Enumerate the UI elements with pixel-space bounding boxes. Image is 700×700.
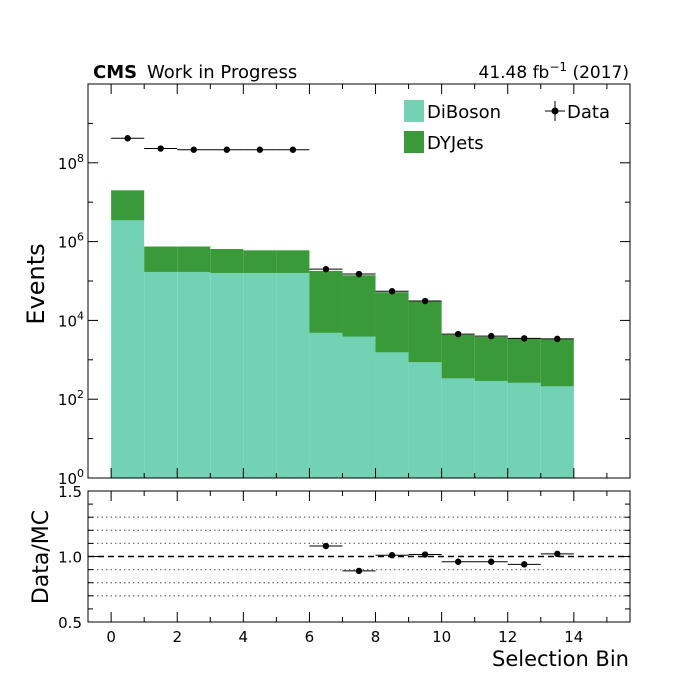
lumi-exponent: −1 xyxy=(549,60,567,74)
ratio-point xyxy=(388,551,396,559)
data-point xyxy=(322,265,330,273)
x-tick-label: 6 xyxy=(305,628,315,646)
x-axis-title: Selection Bin xyxy=(492,647,629,671)
diboson-bar xyxy=(177,271,211,478)
dyjets-bar xyxy=(177,246,211,272)
data-point xyxy=(124,135,131,142)
ratio-point xyxy=(322,542,330,550)
x-tick-label: 12 xyxy=(498,628,517,646)
legend-swatch-diboson xyxy=(404,100,424,122)
data-point xyxy=(289,146,297,153)
legend-label-data: Data xyxy=(567,102,610,123)
status-label: Work in Progress xyxy=(147,62,297,83)
data-point xyxy=(355,270,363,278)
y-tick-label: 108 xyxy=(58,152,84,173)
dyjets-bar xyxy=(210,248,244,273)
diboson-bar xyxy=(441,377,475,478)
x-tick-label: 2 xyxy=(172,628,182,646)
dyjets-bar xyxy=(375,292,409,353)
data-point xyxy=(256,146,264,153)
x-tick-label: 8 xyxy=(371,628,381,646)
diboson-bar xyxy=(144,271,178,478)
data-point xyxy=(421,297,429,305)
diboson-bar xyxy=(540,385,574,478)
ratio-point xyxy=(487,558,495,565)
legend-data-marker xyxy=(551,107,559,115)
ratio-point xyxy=(521,561,528,568)
dyjets-bar xyxy=(111,190,145,221)
dyjets-bar xyxy=(441,334,475,379)
y-tick-label: 104 xyxy=(58,309,84,330)
dyjets-bar xyxy=(276,250,310,273)
data-points xyxy=(111,135,574,343)
ratio-point xyxy=(421,551,429,558)
ratio-axis-ticks: 0 2 4 6 8 10 12 14 0.5 1.0 1.5 xyxy=(58,483,630,646)
y-tick-label: 100 xyxy=(58,467,84,488)
diboson-bar xyxy=(342,336,376,478)
data-point xyxy=(190,146,197,153)
data-point xyxy=(487,332,495,340)
x-tick-label: 10 xyxy=(432,628,451,646)
ratio-y-tick-label: 0.5 xyxy=(58,614,82,632)
ratio-y-tick-label: 1.5 xyxy=(58,483,82,501)
dyjets-bar xyxy=(243,250,277,273)
diboson-bar xyxy=(309,332,343,478)
dyjets-bar xyxy=(408,301,442,363)
x-tick-label: 4 xyxy=(239,628,249,646)
legend-label-diboson: DiBoson xyxy=(427,102,501,123)
legend: DiBoson DYJets Data xyxy=(404,100,610,154)
data-point xyxy=(157,145,164,152)
diboson-bar xyxy=(210,272,244,478)
y-tick-label: 106 xyxy=(58,231,84,252)
ratio-y-axis-title: Data/MC xyxy=(29,510,54,604)
diboson-bar xyxy=(111,219,145,478)
data-point xyxy=(454,330,462,338)
x-tick-label: 0 xyxy=(106,628,116,646)
diboson-bar xyxy=(408,361,442,478)
ratio-point xyxy=(554,550,561,558)
main-panel: 100 102 104 106 108 Events CMS Work in Progr… xyxy=(22,60,631,488)
x-tick-label: 14 xyxy=(564,628,583,646)
legend-label-dyjets: DYJets xyxy=(427,133,484,154)
diboson-bar xyxy=(507,382,541,478)
ratio-point xyxy=(454,558,462,565)
ratio-point xyxy=(355,567,363,575)
cms-label: CMS xyxy=(93,62,137,83)
diboson-bar xyxy=(375,351,409,478)
diboson-bar xyxy=(276,272,310,478)
dyjets-bar xyxy=(342,275,376,337)
dyjets-bar xyxy=(540,339,574,387)
diboson-bar xyxy=(243,272,277,478)
ratio-plot-frame xyxy=(87,490,631,623)
ratio-points xyxy=(309,542,574,575)
main-plot-frame xyxy=(87,83,631,479)
ratio-y-tick-label: 1.0 xyxy=(58,549,82,567)
data-point xyxy=(554,335,561,343)
legend-swatch-dyjets xyxy=(404,131,424,153)
dyjets-bar xyxy=(474,336,508,381)
dyjets-bar xyxy=(144,246,178,272)
diboson-bar xyxy=(474,380,508,478)
ratio-panel: 0 2 4 6 8 10 12 14 0.5 1.0 1.5 Data/MC Selection B… xyxy=(29,483,631,671)
dyjets-bar xyxy=(309,270,343,333)
data-point xyxy=(388,288,396,295)
ratio-grid xyxy=(88,516,630,597)
y-axis-title: Events xyxy=(22,243,50,324)
lumi-label: 41.48 fb−1 (2017) xyxy=(479,60,630,83)
y-tick-label: 102 xyxy=(58,388,84,409)
stack-bars xyxy=(111,190,574,478)
dyjets-bar xyxy=(507,338,541,383)
data-point xyxy=(521,335,528,342)
main-axis-ticks: 100 102 104 106 108 xyxy=(58,84,630,488)
data-point xyxy=(223,146,231,153)
